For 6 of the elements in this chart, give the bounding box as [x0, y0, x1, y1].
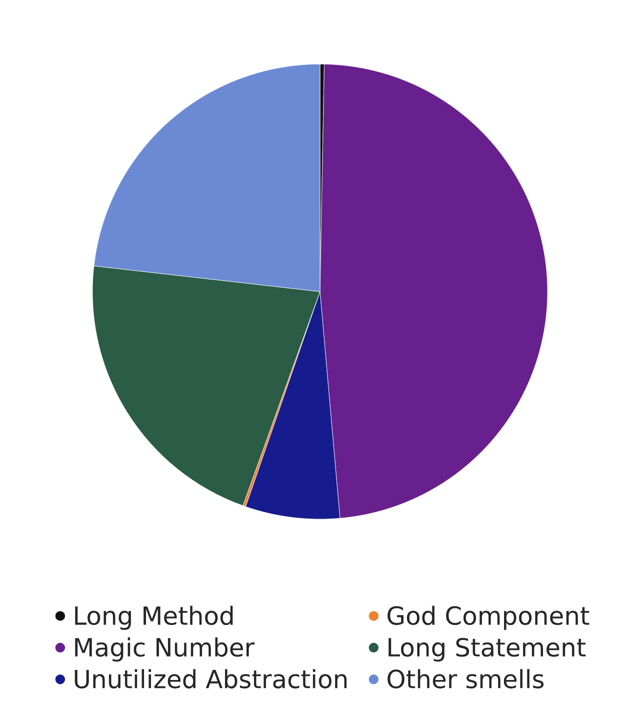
legend-label: Long Statement — [388, 638, 586, 662]
legend-label: Other smells — [388, 669, 544, 688]
legend-label: Magic Number — [75, 637, 255, 662]
legend-label: God Component — [388, 606, 590, 630]
legend-label: Long Method — [75, 606, 233, 630]
legend-label: Unutilized Abstraction — [74, 669, 347, 688]
